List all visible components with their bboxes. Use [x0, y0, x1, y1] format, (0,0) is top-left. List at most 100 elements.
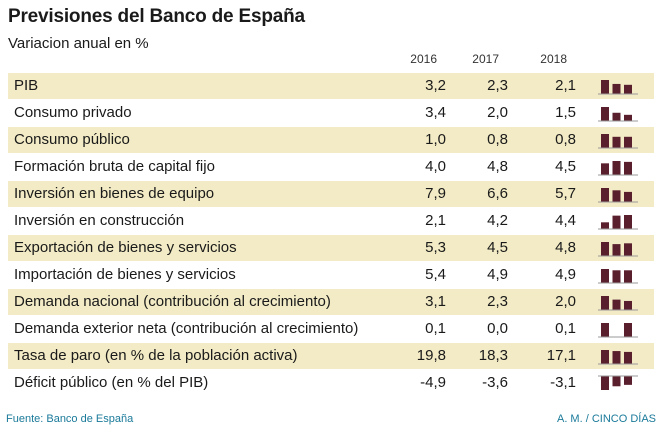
spark-bar-2016 — [601, 188, 609, 202]
value-2018: 5,7 — [555, 185, 576, 202]
spark-bar-2016 — [601, 323, 609, 337]
spark-bar-2018 — [624, 300, 632, 310]
spark-bar-2018 — [624, 161, 632, 175]
year-header: 2016 2017 2018 — [0, 52, 664, 68]
table-row: Inversión en bienes de equipo 7,9 6,6 5,7 — [8, 181, 654, 207]
spark-bar-2018 — [624, 191, 632, 202]
spark-bar-2017 — [612, 161, 621, 175]
value-2017: 0,8 — [487, 131, 508, 148]
table-row: Consumo privado 3,4 2,0 1,5 — [8, 100, 654, 126]
spark-bar-2017 — [612, 136, 621, 148]
spark-bar-2018 — [624, 323, 632, 337]
value-2017: 4,5 — [487, 239, 508, 256]
spark-bar-2017 — [612, 270, 621, 283]
row-label: Demanda nacional (contribución al crecim… — [14, 293, 331, 310]
value-2018: 4,5 — [555, 158, 576, 175]
spark-bar-2017 — [612, 244, 621, 256]
value-2018: 4,8 — [555, 239, 576, 256]
spark-bar-2017 — [612, 299, 621, 310]
value-2017: -3,6 — [482, 374, 508, 391]
row-sparkline — [598, 296, 638, 311]
value-2016: -4,9 — [420, 374, 446, 391]
value-2018: 17,1 — [546, 347, 576, 364]
value-2017: 2,3 — [487, 293, 508, 310]
spark-bar-2018 — [624, 114, 632, 121]
value-2016: 3,1 — [425, 293, 446, 310]
value-2017: 4,2 — [487, 212, 508, 229]
table-row: Tasa de paro (en % de la población activ… — [8, 343, 654, 369]
spark-bar-2017 — [612, 112, 621, 121]
table-row: Formación bruta de capital fijo 4,0 4,8 4,5 — [8, 154, 654, 180]
spark-bar-2016 — [601, 107, 609, 121]
spark-bar-2016 — [601, 80, 609, 94]
row-label: Inversión en bienes de equipo — [14, 185, 215, 202]
row-sparkline — [598, 107, 638, 122]
row-label: Importación de bienes y servicios — [14, 266, 236, 283]
value-2017: 18,3 — [478, 347, 508, 364]
spark-bar-2016 — [601, 222, 609, 229]
row-sparkline — [598, 350, 638, 365]
spark-bar-2018 — [624, 215, 632, 229]
table-row: Exportación de bienes y servicios 5,3 4,5 4… — [8, 235, 654, 261]
forecast-table: PIB 3,2 2,3 2,1 Consumo privado 3,4 2,0 1,5 Cons… — [8, 73, 654, 397]
value-2018: 2,1 — [555, 77, 576, 94]
spark-bar-2016 — [601, 350, 609, 364]
value-2017: 0,0 — [487, 320, 508, 337]
value-2017: 2,0 — [487, 104, 508, 121]
row-sparkline — [598, 323, 638, 338]
row-label: Demanda exterior neta (contribución al c… — [14, 320, 359, 337]
spark-bar-2018 — [624, 136, 632, 148]
value-2016: 5,3 — [425, 239, 446, 256]
value-2016: 5,4 — [425, 266, 446, 283]
spark-bar-2016 — [601, 134, 609, 148]
table-row: Consumo público 1,0 0,8 0,8 — [8, 127, 654, 153]
value-2017: 4,8 — [487, 158, 508, 175]
row-sparkline — [598, 215, 638, 230]
value-2016: 2,1 — [425, 212, 446, 229]
row-sparkline — [598, 242, 638, 257]
spark-bar-2017 — [612, 190, 621, 202]
value-2018: 4,9 — [555, 266, 576, 283]
spark-bar-2016 — [601, 163, 609, 175]
value-2016: 3,4 — [425, 104, 446, 121]
value-2017: 2,3 — [487, 77, 508, 94]
value-2016: 19,8 — [416, 347, 446, 364]
value-2018: 0,8 — [555, 131, 576, 148]
row-label: Consumo privado — [14, 104, 132, 121]
value-2016: 3,2 — [425, 77, 446, 94]
row-sparkline — [598, 269, 638, 284]
spark-bar-2017 — [612, 376, 621, 387]
table-row: Importación de bienes y servicios 5,4 4,9 4… — [8, 262, 654, 288]
table-row: Déficit público (en % del PIB) -4,9 -3,6 -3… — [8, 370, 654, 396]
chart-subtitle: Variacion anual en % — [8, 35, 149, 52]
value-2018: 0,1 — [555, 320, 576, 337]
table-row: Demanda nacional (contribución al crecim… — [8, 289, 654, 315]
year-2018-header: 2018 — [540, 52, 567, 66]
table-row: PIB 3,2 2,3 2,1 — [8, 73, 654, 99]
spark-bar-2018 — [624, 376, 632, 385]
row-sparkline — [598, 161, 638, 176]
spark-bar-2018 — [624, 243, 632, 256]
source-note: Fuente: Banco de España — [6, 413, 134, 425]
spark-bar-2018 — [624, 270, 632, 283]
row-sparkline — [598, 188, 638, 203]
row-label: PIB — [14, 77, 39, 94]
spark-bar-2016 — [601, 296, 609, 310]
year-2017-header: 2017 — [472, 52, 499, 66]
spark-bar-2016 — [601, 269, 609, 283]
row-sparkline — [598, 134, 638, 149]
spark-bar-2016 — [601, 242, 609, 256]
spark-bar-2016 — [601, 376, 609, 390]
row-label: Inversión en construcción — [14, 212, 185, 229]
value-2016: 1,0 — [425, 131, 446, 148]
row-label: Consumo público — [14, 131, 130, 148]
value-2018: 2,0 — [555, 293, 576, 310]
row-sparkline — [598, 80, 638, 95]
spark-bar-2017 — [612, 351, 621, 364]
year-2016-header: 2016 — [410, 52, 437, 66]
chart-title: Previsiones del Banco de España — [8, 6, 305, 27]
table-row: Inversión en construcción 2,1 4,2 4,4 — [8, 208, 654, 234]
value-2018: 1,5 — [555, 104, 576, 121]
value-2016: 0,1 — [425, 320, 446, 337]
value-2017: 4,9 — [487, 266, 508, 283]
